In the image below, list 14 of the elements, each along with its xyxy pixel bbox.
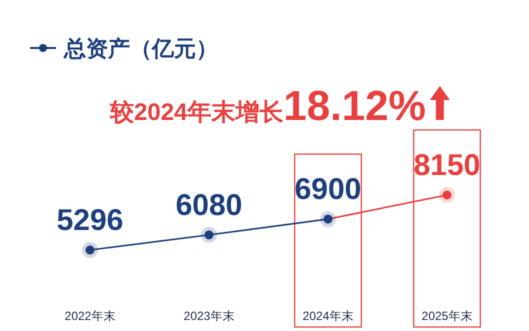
x-tick-label: 2024年末 [302,309,354,323]
data-label: 8150 [414,149,480,182]
x-tick-label: 2023年末 [184,309,234,323]
data-label: 5296 [56,204,124,237]
text: 较2024年末增长18.12% [109,82,426,129]
x-tick-label: 2025年末 [422,309,472,323]
point [201,226,217,243]
legend-label: 总资产（亿元） [63,36,218,61]
x-tick-label: 2022年末 [64,309,116,323]
point [320,211,336,228]
data-label: 6900 [294,173,362,206]
point [439,187,455,203]
data-label: 6080 [176,188,242,222]
point [82,242,98,258]
